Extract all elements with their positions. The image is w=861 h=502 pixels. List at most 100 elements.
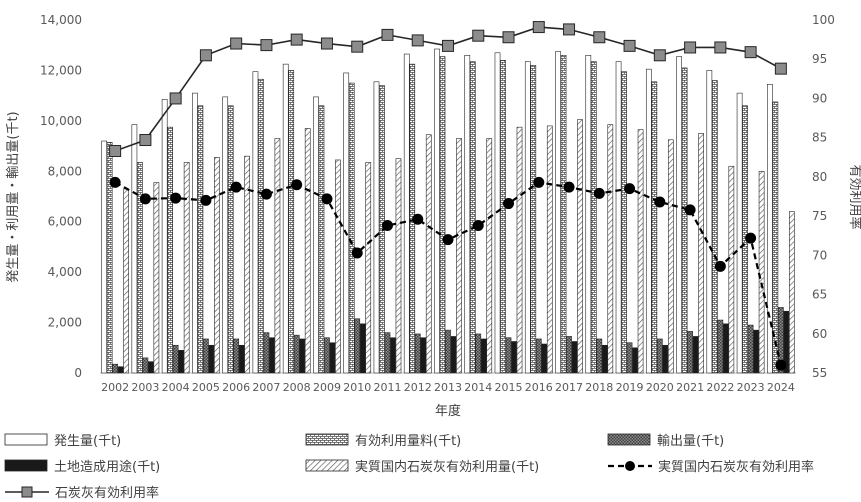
- legend-label: 輸出量(千t): [657, 434, 724, 449]
- bar-diag: [365, 162, 372, 374]
- line-point-square: [260, 39, 273, 52]
- bar-dense: [475, 333, 482, 374]
- bar-solid: [783, 310, 790, 374]
- legend-label: 土地造成用途(千t): [54, 459, 160, 475]
- bar-solid: [148, 361, 154, 374]
- line-point-circle: [260, 188, 272, 200]
- bar-brick: [197, 105, 204, 374]
- bar-plain: [192, 92, 198, 374]
- bar-solid: [450, 336, 457, 374]
- bar-brick: [348, 82, 355, 374]
- legend-swatch: [305, 459, 349, 472]
- bar-solid: [753, 329, 759, 374]
- legend-label: 発生量(千t): [54, 434, 121, 449]
- bar-solid: [541, 343, 548, 374]
- bar-plain: [706, 70, 713, 374]
- line-point-square: [774, 62, 787, 75]
- x-tick-label: 2005: [192, 381, 220, 394]
- bar-plain: [615, 61, 622, 374]
- bar-diag: [244, 155, 251, 374]
- line-point-square: [169, 92, 182, 105]
- bar-plain: [403, 53, 410, 374]
- y-tick-label: 4,000: [48, 265, 82, 279]
- line-point-square: [744, 46, 757, 59]
- line-point-square: [623, 39, 636, 52]
- x-tick-label: 2006: [222, 381, 250, 394]
- y2-tick-label: 95: [812, 52, 827, 66]
- bar-diag: [456, 138, 462, 374]
- y2-tick-label: 65: [812, 288, 827, 302]
- y2-axis-label: 有効利用率: [847, 164, 861, 229]
- y-tick-label: 0: [74, 366, 82, 380]
- bar-dense: [656, 338, 663, 374]
- bar-plain: [101, 140, 107, 374]
- bar-plain: [313, 96, 319, 374]
- bar-diag: [123, 188, 129, 374]
- y-axis-label: 発生量・利用量・輸出量(千t): [6, 111, 21, 282]
- bar-plain: [645, 68, 652, 374]
- bar-plain: [555, 51, 561, 374]
- lines: [109, 21, 787, 371]
- bar-diag: [153, 182, 160, 374]
- line-point-square: [502, 31, 515, 44]
- line-point-square: [532, 21, 545, 34]
- bar-brick: [258, 78, 264, 374]
- bar-plain: [464, 54, 471, 374]
- line-point-circle: [170, 192, 182, 204]
- line-point-square: [320, 37, 333, 50]
- x-tick-label: 2011: [373, 381, 401, 394]
- y2-tick-label: 90: [812, 91, 827, 105]
- bar-solid: [722, 323, 729, 374]
- bar-plain: [434, 48, 440, 374]
- x-tick-label: 2015: [495, 381, 523, 394]
- legend-marker: [625, 461, 635, 471]
- bar-dense: [687, 331, 693, 374]
- line-point-circle: [593, 187, 605, 199]
- y2-tick-label: 80: [812, 170, 827, 184]
- bar-solid: [329, 342, 336, 374]
- line-point-square: [563, 23, 576, 36]
- bar-brick: [106, 141, 113, 374]
- bar-diag: [304, 128, 311, 374]
- bar-brick: [711, 80, 718, 374]
- bar-brick: [772, 101, 779, 374]
- x-tick-label: 2019: [616, 381, 644, 394]
- line-point-square: [139, 134, 152, 147]
- legend-label: 実質国内石炭灰有効利用量(千t): [355, 459, 539, 475]
- x-tick-label: 2010: [343, 381, 371, 394]
- line-point-circle: [442, 234, 454, 246]
- bar-solid: [571, 341, 578, 374]
- x-tick-label: 2022: [706, 381, 734, 394]
- bar-solid: [178, 350, 185, 374]
- bar-dense: [172, 344, 179, 374]
- line-point-circle: [775, 359, 787, 371]
- line-point-circle: [291, 179, 303, 191]
- y-tick-label: 12,000: [40, 63, 82, 77]
- bar-dense: [596, 338, 603, 374]
- y2-tick-label: 100: [812, 13, 835, 27]
- bar-dense: [535, 338, 542, 374]
- line-point-square: [351, 40, 364, 53]
- legend-label: 実質国内石炭灰有効利用率: [658, 459, 814, 475]
- line-point-circle: [533, 176, 545, 188]
- x-tick-label: 2023: [737, 381, 765, 394]
- line-point-circle: [745, 232, 757, 244]
- line-point-circle: [472, 220, 484, 232]
- x-tick-label: 2012: [404, 381, 432, 394]
- y2-tick-label: 85: [812, 131, 827, 145]
- bar-dense: [445, 329, 451, 374]
- bar-dense: [354, 318, 361, 374]
- y2-tick-label: 75: [812, 209, 827, 223]
- bar-diag: [728, 165, 735, 374]
- line-point-square: [442, 39, 454, 52]
- bar-plain: [343, 72, 350, 374]
- line-point-circle: [503, 198, 515, 210]
- bar-plain: [524, 61, 531, 374]
- bar-dense: [566, 336, 572, 374]
- bar-diag: [698, 133, 704, 374]
- bar-brick: [137, 162, 143, 374]
- bar-plain: [222, 96, 229, 374]
- bar-plain: [373, 81, 380, 374]
- x-tick-label: 2004: [162, 381, 190, 394]
- line-point-circle: [200, 194, 212, 206]
